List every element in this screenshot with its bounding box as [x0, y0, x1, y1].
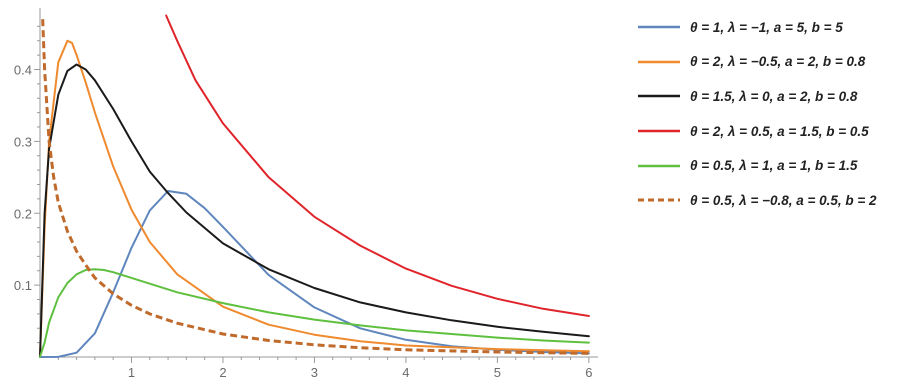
- legend-label: θ = 1.5, λ = 0, a = 2, b = 0.8: [690, 88, 858, 104]
- legend-label: θ = 2, λ = 0.5, a = 1.5, b = 0.5: [690, 123, 869, 139]
- x-tick-label: 6: [585, 365, 592, 380]
- legend-item-6: θ = 0.5, λ = −0.8, a = 0.5, b = 2: [636, 183, 877, 218]
- axes: [34, 8, 598, 363]
- legend: θ = 1, λ = −1, a = 5, b = 5 θ = 2, λ = −0…: [636, 10, 877, 218]
- legend-swatch: [638, 129, 680, 133]
- series-line-1: [39, 190, 590, 358]
- series-line-3: [39, 63, 590, 358]
- x-tick-label: 2: [219, 365, 226, 380]
- legend-item-4: θ = 2, λ = 0.5, a = 1.5, b = 0.5: [636, 114, 877, 149]
- legend-label: θ = 0.5, λ = −0.8, a = 0.5, b = 2: [690, 192, 877, 208]
- x-tick-label: 1: [128, 365, 135, 380]
- y-tick-label: 0.3: [14, 134, 32, 149]
- legend-item-1: θ = 1, λ = −1, a = 5, b = 5: [636, 10, 877, 45]
- series-line-5: [39, 268, 590, 358]
- y-tick-label: 0.2: [14, 206, 32, 221]
- legend-swatch: [638, 95, 680, 98]
- series-line-4: [165, 14, 590, 317]
- x-tick-label: 5: [494, 365, 501, 380]
- x-tick-label: 3: [311, 365, 318, 380]
- legend-label: θ = 0.5, λ = 1, a = 1, b = 1.5: [690, 158, 858, 174]
- y-tick-label: 0.4: [14, 63, 32, 78]
- legend-swatch: [638, 26, 680, 29]
- legend-item-2: θ = 2, λ = −0.5, a = 2, b = 0.8: [636, 45, 877, 80]
- legend-label: θ = 2, λ = −0.5, a = 2, b = 0.8: [690, 54, 866, 70]
- tick-labels: 1 2 3 4 5 6 0.1 0.2 0.3 0.4: [14, 63, 593, 381]
- legend-swatch: [638, 60, 680, 64]
- legend-item-5: θ = 0.5, λ = 1, a = 1, b = 1.5: [636, 148, 877, 183]
- x-tick-label: 4: [402, 365, 409, 380]
- legend-label: θ = 1, λ = −1, a = 5, b = 5: [690, 19, 843, 35]
- series-line-2: [39, 39, 590, 358]
- series-line-6: [41, 19, 589, 355]
- legend-swatch: [638, 198, 680, 202]
- y-tick-label: 0.1: [14, 278, 32, 293]
- legend-swatch: [638, 164, 680, 167]
- legend-item-3: θ = 1.5, λ = 0, a = 2, b = 0.8: [636, 79, 877, 114]
- series-lines: [39, 14, 590, 358]
